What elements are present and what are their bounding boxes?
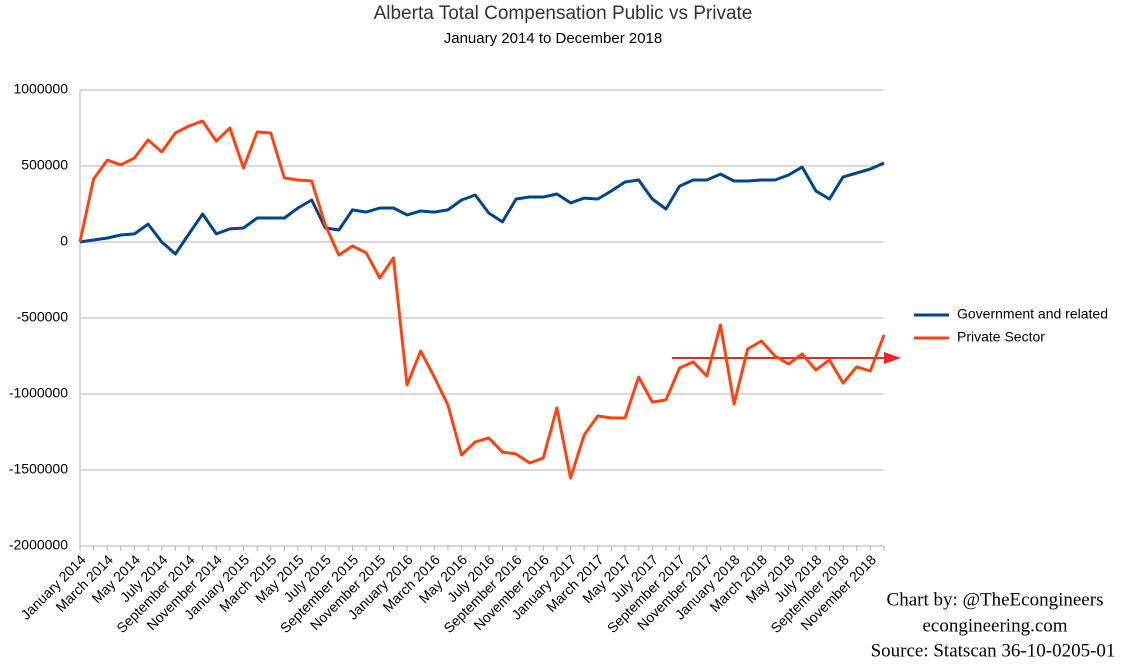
y-tick-label: 500000 <box>21 157 68 173</box>
series-line <box>78 119 886 480</box>
y-tick-label: -1000000 <box>9 385 68 401</box>
series-line <box>79 161 885 256</box>
legend-label: Government and related <box>957 306 1108 322</box>
legend-label: Private Sector <box>957 329 1045 345</box>
y-tick-label: -2000000 <box>9 537 68 553</box>
chart-subtitle: January 2014 to December 2018 <box>444 30 662 47</box>
website: econgineering.com <box>922 615 1067 636</box>
y-tick-label: 1000000 <box>13 81 68 97</box>
arrow-head <box>884 352 901 364</box>
chart-title: Alberta Total Compensation Public vs Pri… <box>374 3 753 24</box>
y-tick-label: -500000 <box>17 309 69 325</box>
y-tick-label: 0 <box>60 233 68 249</box>
y-tick-label: -1500000 <box>9 461 68 477</box>
source: Source: Statscan 36-10-0205-01 <box>871 640 1116 661</box>
credit: Chart by: @TheEcongineers <box>887 589 1104 610</box>
